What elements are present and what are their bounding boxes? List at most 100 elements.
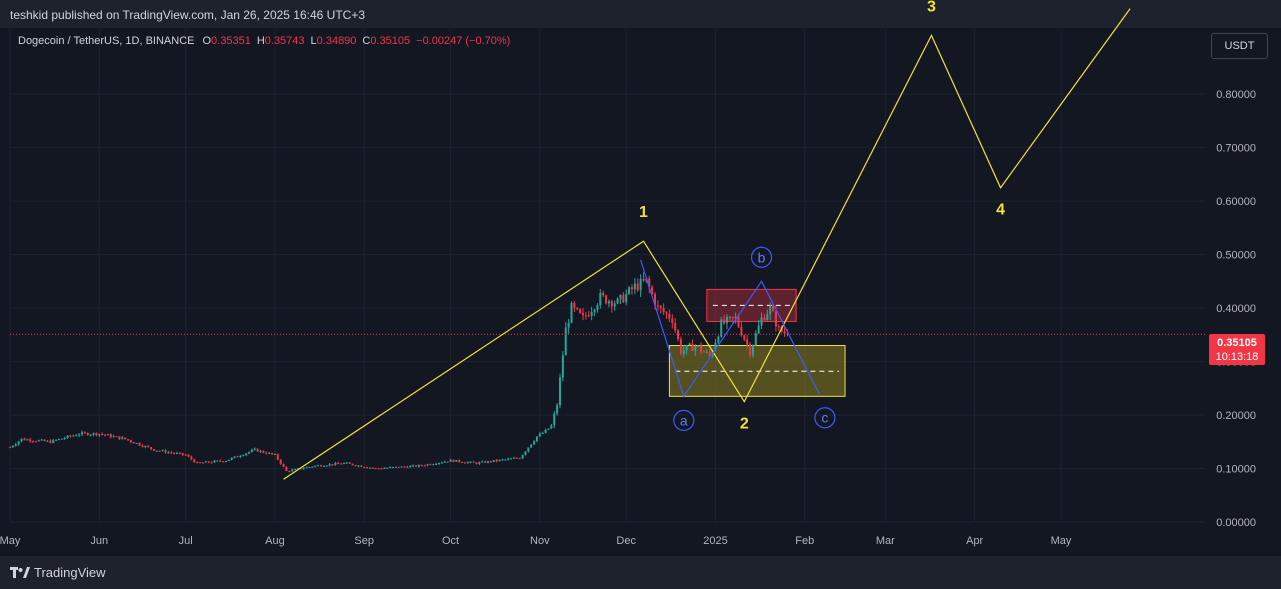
candle-body: [311, 466, 314, 468]
candle-body: [383, 468, 386, 470]
candle-body: [57, 438, 60, 440]
brand-name: TradingView: [34, 565, 106, 580]
candle-body: [613, 303, 616, 307]
candle-body: [305, 467, 308, 469]
candle-body: [426, 464, 429, 466]
candle-body: [659, 305, 662, 309]
candle-body: [288, 470, 291, 472]
candle-body: [135, 443, 138, 445]
time-tick-label: Apr: [966, 535, 983, 547]
bottom-bar: [0, 556, 1281, 589]
candle-body: [558, 377, 561, 406]
impulse-wave-label: 2: [740, 415, 749, 432]
candle-body: [282, 463, 285, 467]
candle-body: [628, 287, 631, 294]
candle-body: [630, 287, 633, 290]
candle-body: [530, 444, 533, 448]
time-tick-label: Aug: [265, 535, 285, 547]
high-value: 0.35743: [264, 35, 305, 47]
ohlc-legend: Dogecoin / TetherUS, 1D, BINANCE O0.35351…: [18, 35, 516, 47]
candle-body: [98, 433, 101, 436]
candle-body: [325, 465, 328, 467]
candle-body: [564, 327, 567, 356]
candle-body: [273, 454, 276, 456]
candle-body: [256, 448, 259, 452]
candle-body: [233, 456, 236, 458]
candle-body: [52, 439, 55, 443]
candle-body: [314, 465, 317, 467]
tradingview-logo-icon: [10, 566, 30, 578]
candle-body: [357, 465, 360, 467]
price-tick-label: 0.20000: [1216, 410, 1256, 422]
candle-body: [498, 459, 501, 462]
candle-body: [386, 467, 389, 469]
candle-body: [757, 325, 760, 334]
currency-button[interactable]: USDT: [1211, 33, 1268, 59]
candle-body: [639, 278, 642, 291]
candle-body: [774, 311, 777, 327]
candle-body: [481, 461, 484, 463]
candle-body: [345, 462, 348, 464]
candle-body: [507, 458, 510, 460]
candle-body: [351, 463, 354, 466]
candle-body: [593, 309, 596, 313]
candle-body: [389, 467, 392, 469]
candle-body: [475, 462, 478, 464]
candle-body: [363, 466, 366, 468]
candle-body: [504, 459, 507, 461]
candle-body: [78, 434, 81, 436]
candle-body: [728, 316, 731, 318]
candle-body: [607, 301, 610, 304]
candle-body: [129, 440, 132, 443]
candle-body: [253, 448, 256, 450]
tradingview-logo[interactable]: TradingView: [10, 565, 106, 580]
price-tick-label: 0.50000: [1216, 250, 1256, 262]
corrective-wave-label: b: [758, 249, 766, 265]
candle-body: [605, 295, 608, 304]
candle-body: [723, 319, 726, 324]
candle-body: [26, 439, 29, 441]
candle-body: [259, 450, 262, 452]
candle-body: [46, 440, 49, 442]
time-tick-label: Oct: [442, 535, 459, 547]
candle-body: [556, 405, 559, 414]
candle-body: [677, 330, 680, 340]
candle-body: [245, 453, 248, 456]
candle-body: [478, 462, 481, 464]
candle-body: [769, 305, 772, 315]
price-tick-label: 0.00000: [1216, 517, 1256, 529]
candle-body: [276, 454, 279, 460]
candle-body: [193, 459, 196, 463]
time-tick-label: Jun: [90, 535, 108, 547]
candle-body: [440, 462, 443, 464]
candle-body: [449, 459, 452, 462]
candle-body: [8, 447, 12, 449]
candle-body: [489, 461, 492, 463]
candle-body: [648, 278, 651, 288]
candle-body: [429, 464, 432, 466]
time-tick-label: Nov: [530, 535, 550, 547]
price-tick-label: 0.40000: [1216, 303, 1256, 315]
candle-body: [720, 319, 723, 337]
candle-body: [14, 444, 17, 446]
candle-body: [164, 450, 167, 453]
candle-body: [216, 460, 219, 462]
candle-body: [625, 293, 628, 303]
candle-body: [417, 465, 420, 467]
candle-body: [178, 453, 181, 455]
publisher-line: teshkid published on TradingView.com, Ja…: [10, 8, 366, 22]
candle-body: [538, 433, 541, 437]
candle-body: [584, 315, 587, 317]
candle-body: [570, 302, 573, 323]
candle-body: [262, 450, 265, 453]
candle-body: [227, 459, 230, 462]
candle-body: [662, 308, 665, 313]
candle-body: [760, 317, 763, 326]
candle-body: [576, 307, 579, 310]
candle-body: [602, 292, 605, 296]
candle-body: [340, 463, 343, 465]
candle-body: [587, 315, 590, 317]
candle-body: [435, 463, 438, 465]
candle-body: [521, 454, 524, 459]
